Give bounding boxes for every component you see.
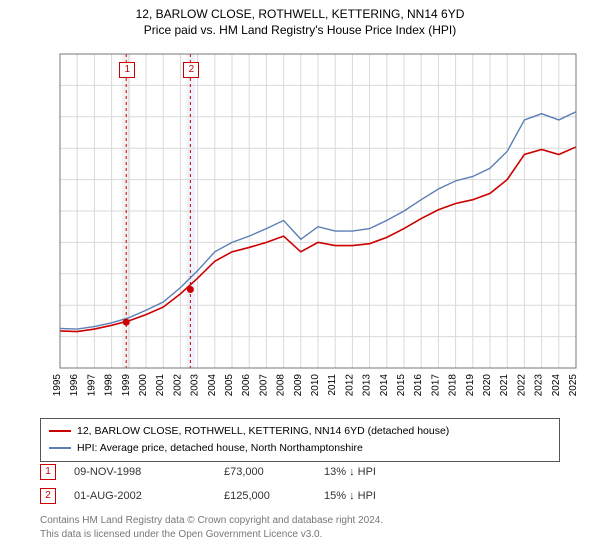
svg-text:2020: 2020 xyxy=(482,374,493,397)
legend: 12, BARLOW CLOSE, ROTHWELL, KETTERING, N… xyxy=(40,418,560,462)
svg-text:2011: 2011 xyxy=(327,374,338,396)
svg-text:1995: 1995 xyxy=(52,374,63,397)
svg-text:2008: 2008 xyxy=(276,374,287,397)
legend-row-1: 12, BARLOW CLOSE, ROTHWELL, KETTERING, N… xyxy=(49,423,551,440)
marker-price-2: £125,000 xyxy=(224,490,324,502)
footer: Contains HM Land Registry data © Crown c… xyxy=(40,514,560,541)
marker-date-2: 01-AUG-2002 xyxy=(74,490,224,502)
svg-text:2013: 2013 xyxy=(362,374,373,397)
svg-text:2009: 2009 xyxy=(293,374,304,397)
svg-text:2004: 2004 xyxy=(207,374,218,397)
svg-text:2010: 2010 xyxy=(310,374,321,397)
marker-diff-1: 13% ↓ HPI xyxy=(324,466,444,478)
legend-label-1: 12, BARLOW CLOSE, ROTHWELL, KETTERING, N… xyxy=(77,423,449,440)
svg-text:2022: 2022 xyxy=(516,374,527,397)
marker-diff-2: 15% ↓ HPI xyxy=(324,490,444,502)
svg-text:2025: 2025 xyxy=(568,374,579,397)
marker-date-1: 09-NOV-1998 xyxy=(74,466,224,478)
legend-swatch-2 xyxy=(49,447,71,449)
svg-text:2017: 2017 xyxy=(430,374,441,397)
svg-text:2012: 2012 xyxy=(344,374,355,397)
chart-title-line2: Price paid vs. HM Land Registry's House … xyxy=(0,22,600,38)
price-chart: £0£50K£100K£150K£200K£250K£300K£350K£400… xyxy=(50,48,580,408)
svg-text:2019: 2019 xyxy=(465,374,476,397)
svg-text:1998: 1998 xyxy=(104,374,115,397)
svg-text:1996: 1996 xyxy=(69,374,80,397)
svg-text:2000: 2000 xyxy=(138,374,149,397)
footer-line-1: Contains HM Land Registry data © Crown c… xyxy=(40,514,560,528)
chart-marker-badge-1: 1 xyxy=(119,62,135,78)
legend-swatch-1 xyxy=(49,430,71,432)
svg-text:2015: 2015 xyxy=(396,374,407,397)
svg-text:2024: 2024 xyxy=(551,374,562,397)
svg-text:2006: 2006 xyxy=(241,374,252,397)
marker-row-1: 1 09-NOV-1998 £73,000 13% ↓ HPI xyxy=(40,460,560,484)
svg-text:2016: 2016 xyxy=(413,374,424,397)
legend-row-2: HPI: Average price, detached house, Nort… xyxy=(49,440,551,457)
svg-text:1997: 1997 xyxy=(86,374,97,397)
chart-area: £0£50K£100K£150K£200K£250K£300K£350K£400… xyxy=(50,48,580,408)
svg-text:2018: 2018 xyxy=(448,374,459,397)
svg-text:2021: 2021 xyxy=(499,374,510,397)
svg-text:2002: 2002 xyxy=(172,374,183,397)
legend-label-2: HPI: Average price, detached house, Nort… xyxy=(77,440,363,457)
chart-title-line1: 12, BARLOW CLOSE, ROTHWELL, KETTERING, N… xyxy=(0,6,600,22)
svg-text:2003: 2003 xyxy=(190,374,201,397)
svg-text:2014: 2014 xyxy=(379,374,390,397)
svg-text:2023: 2023 xyxy=(534,374,545,397)
marker-badge-1: 1 xyxy=(40,464,56,480)
marker-price-1: £73,000 xyxy=(224,466,324,478)
marker-row-2: 2 01-AUG-2002 £125,000 15% ↓ HPI xyxy=(40,484,560,508)
chart-marker-badge-2: 2 xyxy=(183,62,199,78)
marker-badge-2: 2 xyxy=(40,488,56,504)
svg-text:2007: 2007 xyxy=(258,374,269,397)
footer-line-2: This data is licensed under the Open Gov… xyxy=(40,528,560,542)
svg-text:2005: 2005 xyxy=(224,374,235,397)
marker-table: 1 09-NOV-1998 £73,000 13% ↓ HPI 2 01-AUG… xyxy=(40,460,560,508)
svg-text:2001: 2001 xyxy=(155,374,166,397)
svg-text:1999: 1999 xyxy=(121,374,132,397)
